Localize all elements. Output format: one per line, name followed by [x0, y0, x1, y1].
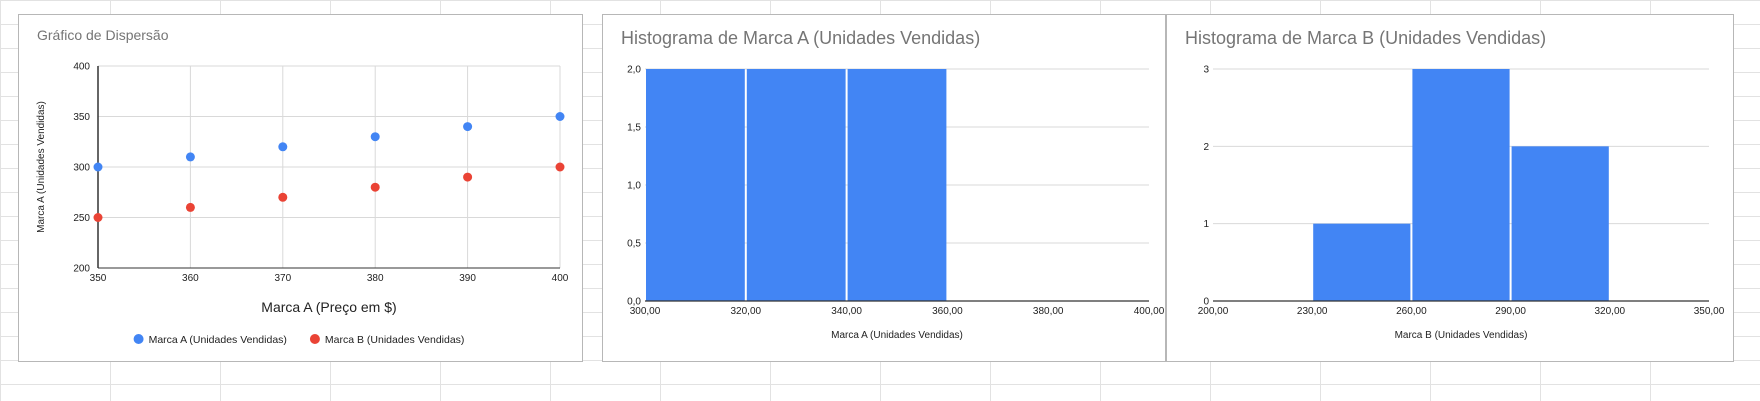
- x-tick-label: 380,00: [1033, 306, 1064, 317]
- y-tick-label: 1,0: [627, 181, 641, 192]
- chart-title: Gráfico de Dispersão: [37, 27, 169, 43]
- histogram-brand-b-chart: Histograma de Marca B (Unidades Vendidas…: [1185, 28, 1725, 341]
- x-tick-label: 370: [274, 273, 291, 284]
- y-tick-label: 0: [1203, 297, 1209, 308]
- x-tick-label: 340,00: [831, 306, 862, 317]
- x-tick-label: 320,00: [731, 306, 762, 317]
- y-tick-label: 2,0: [627, 65, 641, 76]
- data-point-series-2[interactable]: [93, 213, 103, 222]
- data-point-series-2[interactable]: [278, 192, 288, 202]
- histogram-bar[interactable]: [746, 69, 846, 301]
- y-tick-label: 300: [73, 163, 90, 174]
- histogram-bar[interactable]: [646, 69, 745, 301]
- chart-title: Histograma de Marca A (Unidades Vendidas…: [621, 28, 980, 48]
- legend-label: Marca B (Unidades Vendidas): [325, 334, 465, 346]
- y-tick-label: 200: [73, 264, 90, 275]
- x-tick-label: 320,00: [1595, 306, 1626, 317]
- x-tick-label: 290,00: [1495, 306, 1526, 317]
- data-point-series-1[interactable]: [185, 152, 195, 162]
- data-point-series-1[interactable]: [370, 132, 380, 142]
- data-point-series-1[interactable]: [93, 162, 103, 172]
- data-point-series-1[interactable]: [555, 112, 565, 121]
- y-tick-label: 3: [1203, 65, 1209, 76]
- x-tick-label: 390: [459, 273, 476, 284]
- legend-label: Marca A (Unidades Vendidas): [149, 334, 287, 346]
- histogram-bar[interactable]: [1313, 223, 1411, 301]
- histogram-brand-a-card[interactable]: Histograma de Marca A (Unidades Vendidas…: [602, 14, 1166, 362]
- y-tick-label: 0,5: [627, 239, 641, 250]
- legend-item-2[interactable]: Marca B (Unidades Vendidas): [309, 334, 465, 346]
- x-tick-label: 200,00: [1198, 306, 1229, 317]
- data-point-series-1[interactable]: [278, 142, 288, 152]
- data-point-series-1[interactable]: [463, 122, 473, 132]
- data-point-series-2[interactable]: [370, 182, 380, 192]
- x-axis-title: Marca B (Unidades Vendidas): [1395, 330, 1528, 341]
- x-tick-label: 260,00: [1396, 306, 1427, 317]
- legend-item-1[interactable]: Marca A (Unidades Vendidas): [133, 334, 287, 346]
- data-point-series-2[interactable]: [185, 202, 195, 212]
- x-tick-label: 300,00: [630, 306, 661, 317]
- y-tick-label: 0,0: [627, 297, 641, 308]
- y-tick-label: 1,5: [627, 123, 641, 134]
- x-axis-title: Marca A (Preço em $): [261, 299, 396, 315]
- scatter-chart-card[interactable]: Gráfico de Dispersão 200 250 300 350 400 350 36…: [18, 14, 583, 362]
- legend: Marca A (Unidades Vendidas) Marca B (Unid…: [133, 334, 465, 346]
- legend-marker: [309, 334, 320, 344]
- scatter-chart: Gráfico de Dispersão 200 250 300 350 400 350 36…: [36, 27, 569, 346]
- x-tick-label: 230,00: [1297, 306, 1328, 317]
- x-axis-title: Marca A (Unidades Vendidas): [831, 330, 963, 341]
- x-tick-label: 360,00: [932, 306, 963, 317]
- x-tick-label: 380: [367, 273, 384, 284]
- x-tick-label: 350: [90, 273, 107, 284]
- histogram-bar[interactable]: [1412, 69, 1510, 301]
- y-tick-label: 400: [73, 62, 90, 73]
- x-tick-label: 400: [552, 273, 569, 284]
- x-tick-label: 350,00: [1694, 306, 1725, 317]
- y-tick-label: 350: [73, 112, 90, 123]
- histogram-brand-b-card[interactable]: Histograma de Marca B (Unidades Vendidas…: [1166, 14, 1734, 362]
- y-tick-label: 2: [1203, 142, 1209, 153]
- data-point-series-2[interactable]: [555, 162, 565, 172]
- y-tick-label: 1: [1203, 219, 1209, 230]
- histogram-bar[interactable]: [1511, 146, 1609, 301]
- histogram-bar[interactable]: [847, 69, 947, 301]
- data-point-series-2[interactable]: [463, 172, 473, 182]
- y-tick-label: 250: [73, 213, 90, 224]
- x-tick-label: 360: [182, 273, 199, 284]
- histogram-brand-a-chart: Histograma de Marca A (Unidades Vendidas…: [621, 28, 1165, 341]
- x-tick-label: 400,00: [1134, 306, 1165, 317]
- y-axis-title: Marca A (Unidades Vendidas): [36, 101, 47, 233]
- legend-marker: [133, 334, 144, 344]
- chart-title: Histograma de Marca B (Unidades Vendidas…: [1185, 28, 1546, 48]
